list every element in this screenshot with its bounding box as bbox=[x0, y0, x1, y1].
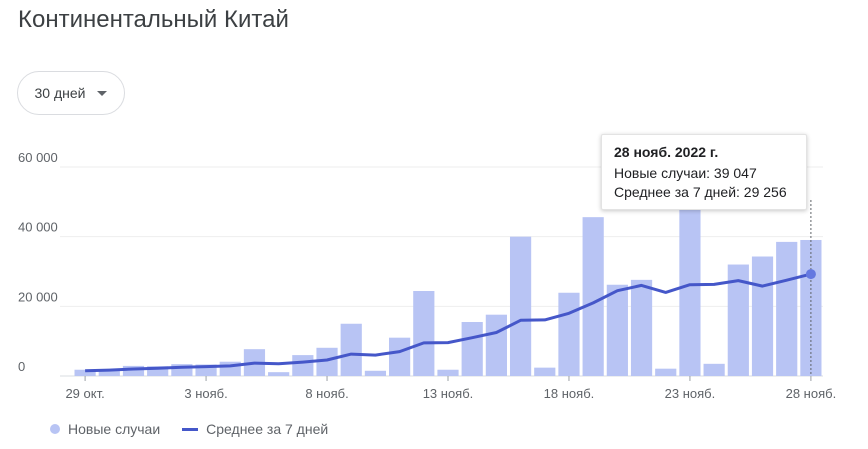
bar[interactable] bbox=[389, 337, 411, 376]
bar[interactable] bbox=[509, 236, 532, 376]
x-tick-label: 29 окт. bbox=[65, 386, 104, 401]
hover-point bbox=[805, 269, 816, 280]
bar[interactable] bbox=[485, 314, 507, 376]
bar[interactable] bbox=[122, 365, 145, 376]
legend-line-label: Среднее за 7 дней bbox=[206, 421, 329, 437]
chart-legend: Новые случаи Среднее за 7 дней bbox=[50, 421, 328, 437]
bar[interactable] bbox=[195, 364, 217, 376]
bar-series bbox=[74, 208, 822, 376]
x-tick-label: 3 нояб. bbox=[184, 386, 227, 401]
range-label: 30 дней bbox=[34, 85, 86, 101]
average-line bbox=[85, 272, 812, 373]
bar[interactable] bbox=[147, 366, 169, 376]
y-axis-ticks: 0 20 000 40 000 60 000 bbox=[18, 150, 58, 374]
bar[interactable] bbox=[437, 369, 459, 376]
chart-tooltip: 28 нояб. 2022 г. Новые случаи: 39 047 Ср… bbox=[601, 134, 807, 210]
bar[interactable] bbox=[98, 369, 120, 376]
bar[interactable] bbox=[292, 355, 314, 376]
x-tick-label: 18 нояб. bbox=[544, 386, 595, 401]
x-tick-label: 28 нояб. bbox=[786, 386, 837, 401]
bar[interactable] bbox=[703, 363, 725, 376]
line-series bbox=[85, 200, 816, 376]
y-tick-label: 0 bbox=[18, 359, 25, 374]
bar[interactable] bbox=[751, 256, 774, 376]
range-select-button[interactable]: 30 дней bbox=[17, 71, 125, 115]
x-tick-label: 23 нояб. bbox=[665, 386, 716, 401]
bar[interactable] bbox=[171, 364, 193, 376]
bar[interactable] bbox=[74, 369, 96, 376]
bar[interactable] bbox=[413, 291, 435, 376]
bar[interactable] bbox=[534, 367, 556, 376]
bar[interactable] bbox=[364, 370, 387, 376]
x-tick-label: 8 нояб. bbox=[305, 386, 348, 401]
legend-bars-label: Новые случаи bbox=[68, 421, 161, 437]
x-axis-ticks: 29 окт. 3 нояб. 8 нояб. 13 нояб. 18 нояб. 23 … bbox=[65, 376, 836, 401]
legend-bar-swatch bbox=[50, 424, 60, 434]
bar[interactable] bbox=[655, 368, 677, 376]
legend-line-swatch bbox=[182, 427, 199, 431]
tooltip-average: Среднее за 7 дней: 29 256 bbox=[614, 184, 787, 200]
bar[interactable] bbox=[727, 264, 749, 376]
bar[interactable] bbox=[340, 323, 362, 376]
bar[interactable] bbox=[630, 279, 653, 376]
bar[interactable] bbox=[316, 347, 338, 376]
bar[interactable] bbox=[268, 372, 290, 376]
bar[interactable] bbox=[776, 241, 798, 376]
y-tick-label: 40 000 bbox=[18, 220, 58, 235]
bar[interactable] bbox=[558, 292, 580, 376]
bar[interactable] bbox=[461, 322, 483, 376]
tooltip-new-cases: Новые случаи: 39 047 bbox=[614, 165, 757, 181]
bar[interactable] bbox=[679, 208, 701, 376]
dropdown-arrow-icon bbox=[97, 90, 108, 96]
page-title: Континентальный Китай bbox=[18, 6, 289, 33]
y-tick-label: 20 000 bbox=[18, 289, 58, 304]
y-tick-label: 60 000 bbox=[18, 150, 58, 165]
bar[interactable] bbox=[582, 217, 604, 376]
bar[interactable] bbox=[606, 284, 628, 376]
tooltip-date: 28 нояб. 2022 г. bbox=[614, 144, 719, 160]
x-tick-label: 13 нояб. bbox=[423, 386, 474, 401]
